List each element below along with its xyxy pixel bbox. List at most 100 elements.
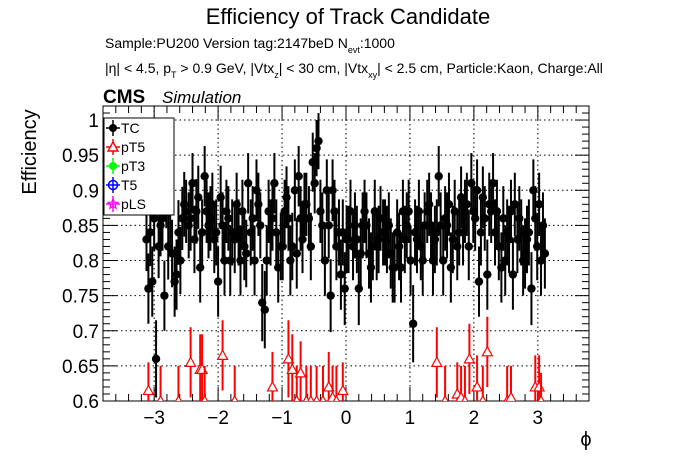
x-tick-label: 3 <box>533 408 544 429</box>
series-TC <box>142 113 550 398</box>
data-point <box>533 242 542 251</box>
cut-z-sub: z <box>274 70 279 80</box>
data-point <box>307 394 315 401</box>
data-point <box>186 214 195 223</box>
x-tick-label: 2 <box>469 408 480 429</box>
data-point <box>312 143 321 153</box>
y-tick-label: 0.9 <box>73 181 99 202</box>
data-point <box>336 384 349 396</box>
data-point <box>184 221 193 230</box>
data-point <box>160 291 169 300</box>
data-point <box>262 256 271 265</box>
data-point <box>472 186 482 195</box>
data-point <box>174 394 182 401</box>
sample-info: Sample:PU200 Version tag:2147beD Nevt:10… <box>105 35 395 55</box>
legend-marker <box>106 140 120 152</box>
data-point <box>158 214 167 223</box>
cut-z: | < 30 cm, |Vtx <box>279 60 368 76</box>
cut-pt-sub: T <box>171 70 177 80</box>
data-point <box>268 214 277 223</box>
data-point <box>444 200 454 209</box>
plot-area: −3 −2 −1 0 1 2 3 0.6 0.65 0.7 0.75 0.8 0.85 0.9 0.95 1 <box>62 105 590 429</box>
data-point <box>220 256 229 265</box>
data-point <box>232 200 241 209</box>
data-point <box>344 235 353 244</box>
data-point <box>481 345 494 357</box>
cms-label: CMS <box>103 87 145 108</box>
legend-label: TC <box>121 120 140 136</box>
data-point <box>356 249 365 258</box>
data-point <box>148 277 157 286</box>
data-point <box>190 235 199 244</box>
data-point <box>538 221 548 230</box>
data-point <box>418 256 427 265</box>
data-point <box>294 172 303 181</box>
data-point <box>328 186 337 195</box>
data-point <box>483 270 492 279</box>
data-point <box>326 291 335 300</box>
data-point <box>316 207 325 216</box>
data-point <box>456 193 466 202</box>
data-point <box>282 193 291 202</box>
data-point <box>453 242 462 251</box>
data-point <box>534 200 544 209</box>
data-point <box>404 207 413 216</box>
data-point <box>272 228 281 237</box>
data-point <box>414 207 424 216</box>
legend-marker <box>109 162 117 170</box>
data-point <box>238 207 247 216</box>
data-point <box>294 366 307 378</box>
data-point <box>471 380 484 392</box>
sample-text: Sample:PU200 Version tag:2147beD N <box>105 35 348 51</box>
data-point <box>194 193 203 202</box>
data-point <box>210 235 219 244</box>
data-point <box>149 214 159 223</box>
data-point <box>354 284 363 293</box>
data-point <box>332 394 340 401</box>
data-point <box>170 277 179 286</box>
data-point <box>157 394 165 401</box>
data-point <box>286 363 299 374</box>
data-point <box>499 214 508 223</box>
legend: TC pT5 pT3 T5 pLS <box>103 117 175 216</box>
y-tick-label: 0.85 <box>62 216 99 237</box>
data-point <box>508 270 518 279</box>
data-point <box>320 256 330 265</box>
cuts-info: |η| < 4.5, pT > 0.9 GeV, |Vtxz| < 30 cm,… <box>105 60 603 80</box>
data-point <box>488 179 498 188</box>
legend-label: pT3 <box>121 158 145 174</box>
data-point <box>330 207 339 216</box>
data-point <box>394 242 404 251</box>
data-point <box>254 200 263 209</box>
data-point <box>384 221 394 230</box>
data-point <box>505 391 517 401</box>
data-point <box>515 214 524 223</box>
data-point <box>293 394 301 401</box>
sample-sub: evt <box>348 45 361 55</box>
data-point <box>464 242 473 251</box>
data-point <box>142 235 151 244</box>
data-point <box>478 193 488 202</box>
data-point <box>288 242 297 251</box>
data-point <box>282 352 295 364</box>
data-point <box>319 394 327 401</box>
data-point <box>442 221 452 230</box>
cut-pt: > 0.9 GeV, |Vtx <box>177 60 275 76</box>
data-point <box>286 256 295 265</box>
data-point <box>461 394 469 401</box>
data-point <box>476 228 486 237</box>
data-point <box>529 186 538 195</box>
data-point <box>479 394 487 401</box>
data-point <box>338 228 348 237</box>
data-point <box>216 193 225 202</box>
data-point <box>441 394 449 401</box>
data-point <box>314 136 323 146</box>
data-point <box>188 179 197 188</box>
data-point <box>270 179 279 188</box>
data-point <box>396 263 406 272</box>
data-point <box>164 242 173 251</box>
data-point <box>216 349 229 360</box>
data-point <box>470 214 480 223</box>
y-tick-label: 0.65 <box>62 357 99 378</box>
